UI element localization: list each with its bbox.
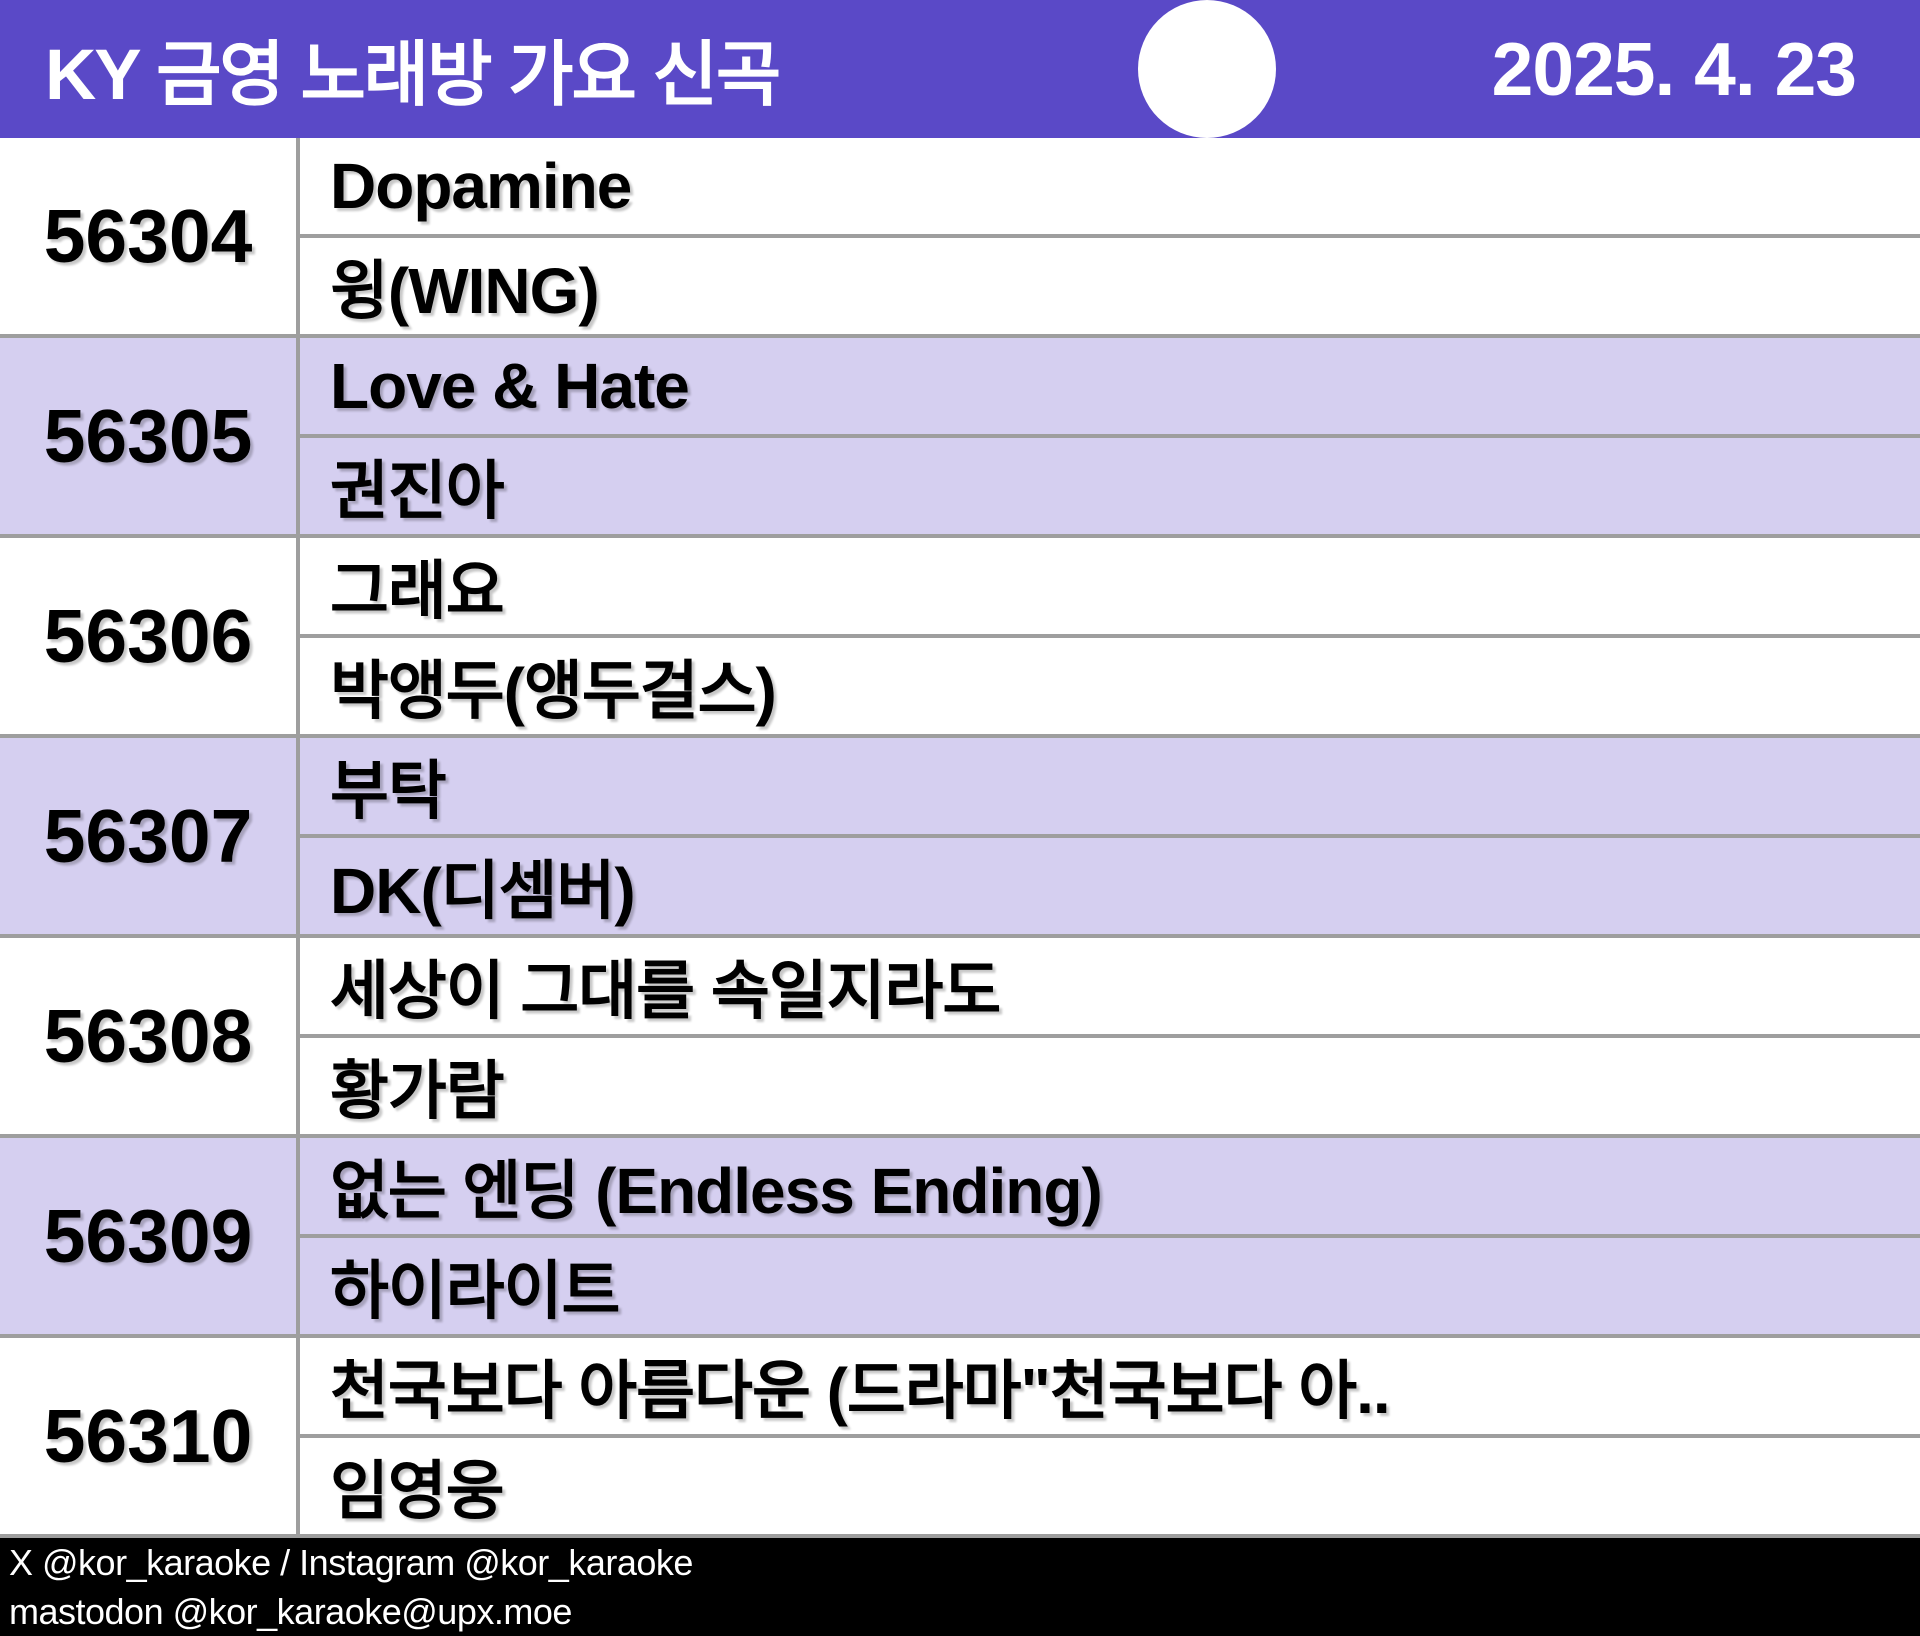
song-title: 천국보다 아름다운 (드라마"천국보다 아.. [300, 1338, 1920, 1438]
white-circle-icon [1138, 0, 1276, 138]
song-artist: DK(디셈버) [330, 855, 636, 927]
song-number: 56308 [0, 938, 300, 1134]
song-row: 56304 Dopamine 윙(WING) [0, 138, 1920, 338]
header-bar: KY 금영 노래방 가요 신곡 2025. 4. 23 [0, 0, 1920, 138]
song-title: Love & Hate [300, 338, 1920, 438]
footer-bar: X @kor_karaoke / Instagram @kor_karaoke … [0, 1538, 1920, 1636]
song-row: 56307 부탁 DK(디셈버) [0, 738, 1920, 938]
song-title: 부탁 [300, 738, 1920, 838]
footer-social-handles: X @kor_karaoke / Instagram @kor_karaoke [9, 1541, 693, 1583]
page-title: KY 금영 노래방 가요 신곡 [45, 36, 781, 115]
song-title: 그래요 [300, 538, 1920, 638]
song-number: 56307 [0, 738, 300, 934]
song-title: 세상이 그대를 속일지라도 [300, 938, 1920, 1038]
song-row: 56306 그래요 박앵두(앵두걸스) [0, 538, 1920, 738]
release-date: 2025. 4. 23 [1491, 27, 1857, 111]
song-artist: 임영웅 [330, 1455, 505, 1527]
song-row: 56310 천국보다 아름다운 (드라마"천국보다 아.. 임영웅 [0, 1338, 1920, 1538]
song-number: 56305 [0, 338, 300, 534]
song-artist: 윙(WING) [330, 255, 600, 327]
song-artist: 황가람 [330, 1055, 505, 1127]
song-row: 56305 Love & Hate 권진아 [0, 338, 1920, 538]
song-artist: 하이라이트 [330, 1255, 620, 1327]
song-artist: 박앵두(앵두걸스) [330, 655, 777, 727]
song-row: 56308 세상이 그대를 속일지라도 황가람 [0, 938, 1920, 1138]
song-number: 56306 [0, 538, 300, 734]
song-number: 56310 [0, 1338, 300, 1534]
song-row: 56309 없는 엔딩 (Endless Ending) 하이라이트 [0, 1138, 1920, 1338]
song-title: 없는 엔딩 (Endless Ending) [300, 1138, 1920, 1238]
song-number: 56309 [0, 1138, 300, 1334]
song-number: 56304 [0, 138, 300, 334]
footer-mastodon-handle: mastodon @kor_karaoke@upx.moe [9, 1590, 572, 1632]
song-table: 56304 Dopamine 윙(WING) 56305 Love & Hate… [0, 138, 1920, 1538]
song-artist: 권진아 [330, 455, 505, 527]
song-title: Dopamine [300, 138, 1920, 238]
